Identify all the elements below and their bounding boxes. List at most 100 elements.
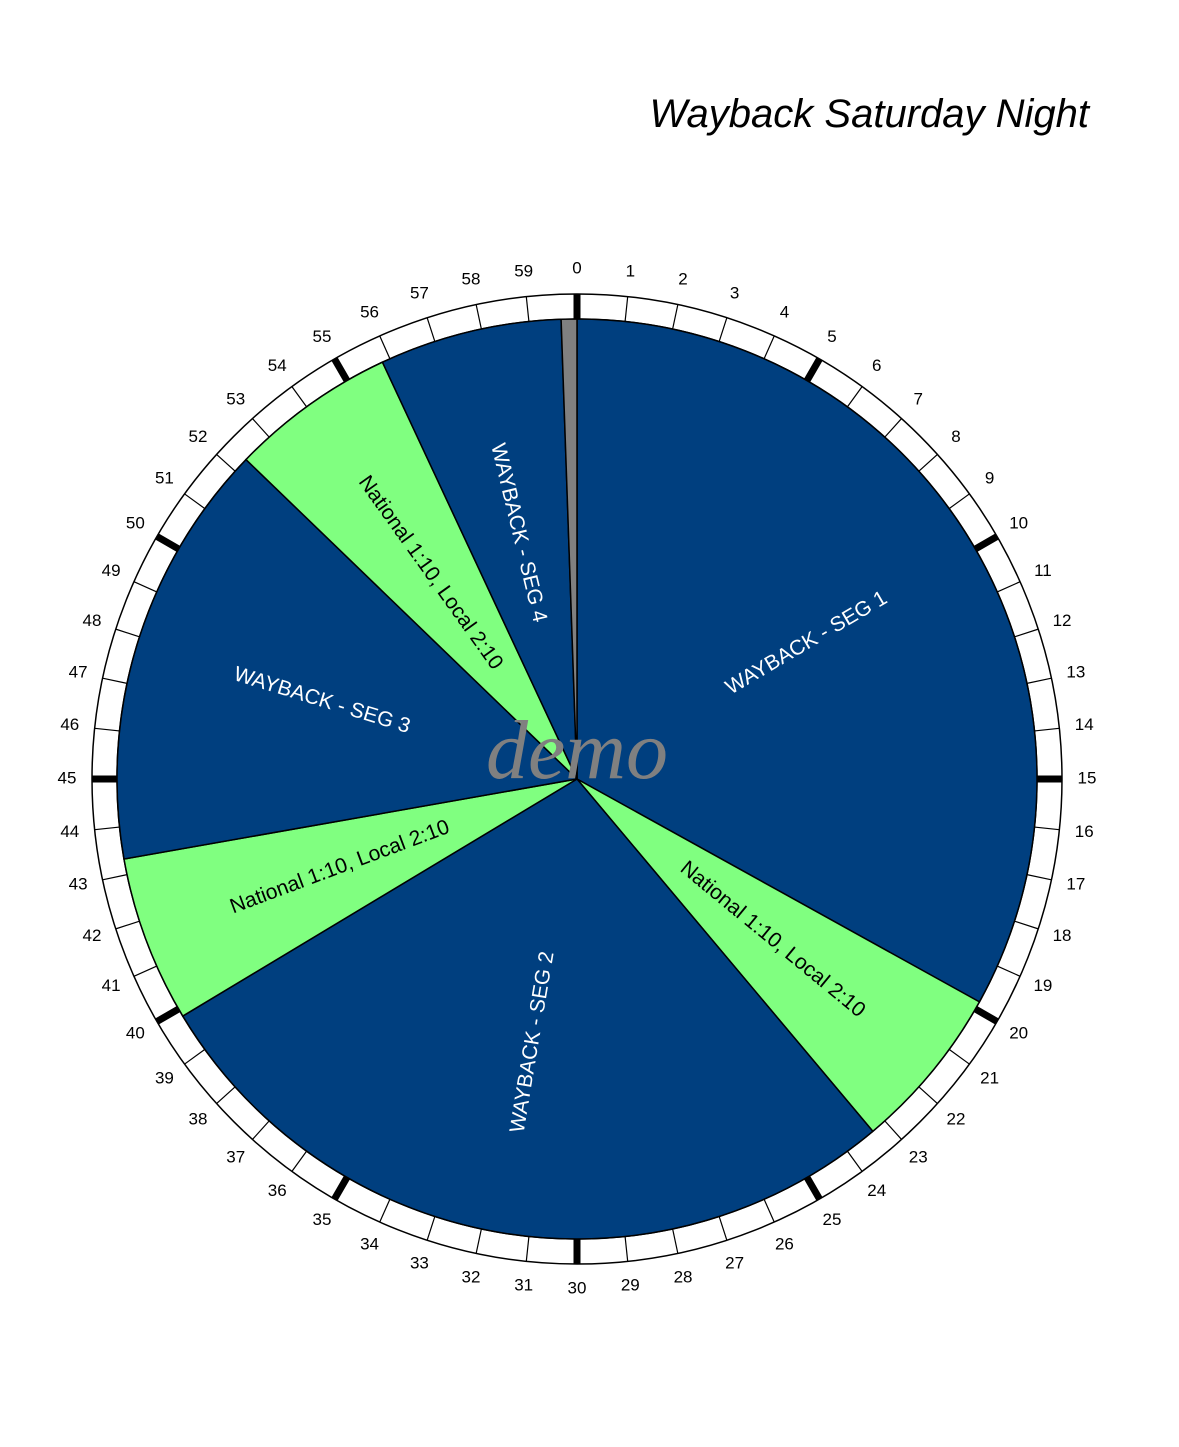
minute-label: 35 <box>313 1210 332 1229</box>
dial-major-tick <box>331 357 351 383</box>
minute-label: 22 <box>947 1110 966 1129</box>
dial-minor-tick <box>426 317 436 342</box>
minute-label: 42 <box>83 926 102 945</box>
minute-label: 28 <box>674 1267 693 1286</box>
dial-minor-tick <box>1014 628 1039 638</box>
minute-label: 58 <box>462 270 481 289</box>
minute-label: 38 <box>189 1110 208 1129</box>
dial-minor-tick <box>525 296 530 322</box>
dial-major-tick <box>803 357 823 383</box>
dial-minor-tick <box>115 628 140 638</box>
dial-minor-tick <box>525 1236 530 1262</box>
minute-label: 53 <box>226 389 245 408</box>
dial-minor-tick <box>1026 677 1052 684</box>
minute-label: 37 <box>226 1147 245 1166</box>
minute-label: 55 <box>313 327 332 346</box>
dial-minor-tick <box>996 581 1021 593</box>
segments-layer <box>116 318 1038 1240</box>
dial-minor-tick <box>216 1086 236 1104</box>
dial-minor-tick <box>1014 920 1039 930</box>
minute-label: 13 <box>1066 662 1085 681</box>
watermark-text: demo <box>486 704 668 797</box>
minute-label: 14 <box>1075 715 1094 734</box>
minute-label: 43 <box>69 875 88 894</box>
dial-minor-tick <box>379 335 391 360</box>
minute-label: 18 <box>1053 926 1072 945</box>
dial-minor-tick <box>216 454 236 472</box>
dial-minor-tick <box>846 386 863 408</box>
dial-minor-tick <box>624 296 629 322</box>
dial-minor-tick <box>1034 727 1060 732</box>
segment-wedge <box>116 458 579 860</box>
minute-label: 39 <box>155 1068 174 1087</box>
dial-major-tick <box>155 1005 181 1025</box>
minute-label: 31 <box>514 1276 533 1295</box>
dial-minor-tick <box>102 677 128 684</box>
dial-minor-tick <box>426 1216 436 1241</box>
dial-minor-tick <box>133 581 158 593</box>
minute-label: 3 <box>730 283 739 302</box>
minute-label: 54 <box>268 356 287 375</box>
dial-minor-tick <box>996 965 1021 977</box>
dial-minor-tick <box>718 1216 728 1241</box>
minute-label: 44 <box>60 822 79 841</box>
minute-label: 20 <box>1009 1023 1028 1042</box>
dial-minor-tick <box>1034 826 1060 831</box>
dial-minor-tick <box>133 965 158 977</box>
dial-major-tick <box>973 1005 999 1025</box>
minute-label: 7 <box>914 389 923 408</box>
dial-minor-tick <box>763 1198 775 1223</box>
dial-minor-tick <box>718 317 728 342</box>
segment-wedge <box>244 361 578 780</box>
dial-major-tick <box>331 1175 351 1201</box>
dial-minor-tick <box>475 1228 482 1254</box>
dial-minor-tick <box>672 304 679 330</box>
segment-wedge <box>123 778 578 1018</box>
minute-label: 21 <box>980 1068 999 1087</box>
dial-minor-tick <box>884 418 902 438</box>
dial-minor-tick <box>948 493 970 510</box>
minute-label: 41 <box>102 976 121 995</box>
dial-minor-tick <box>918 454 938 472</box>
minute-label: 2 <box>678 270 687 289</box>
minute-label: 10 <box>1009 513 1028 532</box>
minute-label: 33 <box>410 1254 429 1273</box>
minute-label: 6 <box>872 356 881 375</box>
dial-minor-tick <box>918 1086 938 1104</box>
dial-minor-tick <box>624 1236 629 1262</box>
dial-minor-tick <box>884 1120 902 1140</box>
dial-minor-tick <box>475 304 482 330</box>
minute-label: 29 <box>621 1276 640 1295</box>
minute-label: 0 <box>572 258 581 277</box>
dial-major-tick <box>803 1175 823 1201</box>
minute-label: 8 <box>951 427 960 446</box>
minute-label: 30 <box>568 1278 587 1297</box>
dial-minor-tick <box>102 874 128 881</box>
dial-minor-tick <box>948 1048 970 1065</box>
minute-label: 46 <box>60 715 79 734</box>
minute-label: 4 <box>780 303 789 322</box>
minute-label: 59 <box>514 261 533 280</box>
dial-minor-tick <box>252 418 270 438</box>
minute-label: 48 <box>83 611 102 630</box>
dial-minor-tick <box>115 920 140 930</box>
dial-minor-tick <box>94 826 120 831</box>
dial-minor-tick <box>252 1120 270 1140</box>
dial-minor-tick <box>291 1150 308 1172</box>
segment-wedge <box>576 778 981 1133</box>
minute-label: 51 <box>155 469 174 488</box>
minute-labels-layer: 0 1 23456789101112131415161718192021222324… <box>58 258 1097 1297</box>
minute-label: 56 <box>360 303 379 322</box>
minute-label: 45 <box>58 768 77 787</box>
minute-label: 27 <box>725 1254 744 1273</box>
minute-label: 15 <box>1078 768 1097 787</box>
minute-label: 25 <box>823 1210 842 1229</box>
dial-major-tick <box>973 533 999 553</box>
segment-wedge <box>576 318 1038 1003</box>
minute-label: 24 <box>867 1181 886 1200</box>
dial-minor-tick <box>291 386 308 408</box>
segment-wedge <box>560 318 578 780</box>
dial-minor-tick <box>763 335 775 360</box>
minute-label: 23 <box>909 1147 928 1166</box>
minute-label: 17 <box>1066 875 1085 894</box>
